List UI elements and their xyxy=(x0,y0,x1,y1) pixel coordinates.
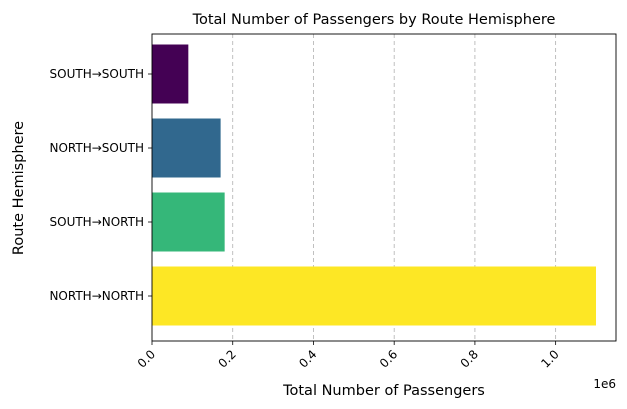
y-ticks-layer: NORTH→NORTH SOUTH→NORTH NORTH→SOUTH SOUTH→S… xyxy=(49,67,152,303)
bar xyxy=(152,266,596,326)
x-tick-label: 0.2 xyxy=(215,347,238,370)
y-tick-label: SOUTH→NORTH xyxy=(50,215,145,229)
y-axis-label: Route Hemisphere xyxy=(11,121,27,255)
y-tick-label: SOUTH→SOUTH xyxy=(50,67,144,81)
x-offset-label: 1e6 xyxy=(593,377,616,391)
bar xyxy=(152,44,189,104)
y-tick-label: NORTH→SOUTH xyxy=(50,141,145,155)
x-tick-label: 0.8 xyxy=(458,347,481,370)
bar xyxy=(152,118,221,178)
bars-layer xyxy=(152,44,596,326)
plot-frame xyxy=(151,33,617,342)
bar xyxy=(152,192,225,252)
x-tick-label: 0.0 xyxy=(135,347,158,370)
y-tick-label: NORTH→NORTH xyxy=(49,289,144,303)
x-tick-label: 0.6 xyxy=(377,347,400,370)
chart-title: Total Number of Passengers by Route Hemi… xyxy=(192,12,556,28)
x-tick-label: 0.4 xyxy=(296,347,319,370)
x-axis-label: Total Number of Passengers xyxy=(282,383,485,399)
x-ticks-layer: 0.0 0.2 0.4 0.6 0.8 1.0 xyxy=(135,341,562,371)
x-tick-label: 1.0 xyxy=(538,347,561,370)
